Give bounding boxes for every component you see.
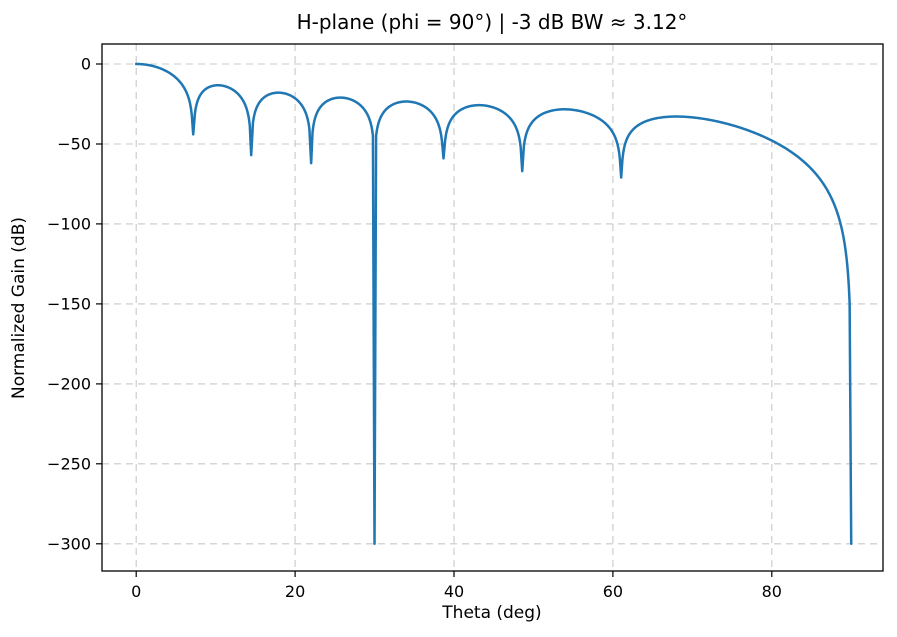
axis-ticks: 0 20 40 60 80 0 −50 −100 −150 −200 −250 −300	[47, 55, 782, 602]
x-tick-label: 60	[603, 582, 623, 601]
y-axis-label: Normalized Gain (dB)	[9, 217, 29, 399]
y-tick-label: −200	[47, 374, 91, 393]
y-tick-label: −300	[47, 534, 91, 553]
y-tick-label: −150	[47, 294, 91, 313]
x-tick-label: 20	[285, 582, 305, 601]
x-axis-label: Theta (deg)	[441, 603, 541, 623]
x-tick-label: 0	[131, 582, 141, 601]
y-tick-label: −250	[47, 454, 91, 473]
y-tick-label: −50	[57, 135, 91, 154]
gain-curve	[134, 62, 853, 546]
x-tick-label: 40	[444, 582, 464, 601]
x-tick-label: 80	[762, 582, 782, 601]
plot-frame	[101, 43, 884, 572]
y-tick-label: −100	[47, 214, 91, 233]
chart-title: H-plane (phi = 90°) | -3 dB BW ≈ 3.12°	[297, 10, 688, 34]
gridlines	[102, 44, 883, 571]
y-tick-label: 0	[81, 55, 91, 74]
